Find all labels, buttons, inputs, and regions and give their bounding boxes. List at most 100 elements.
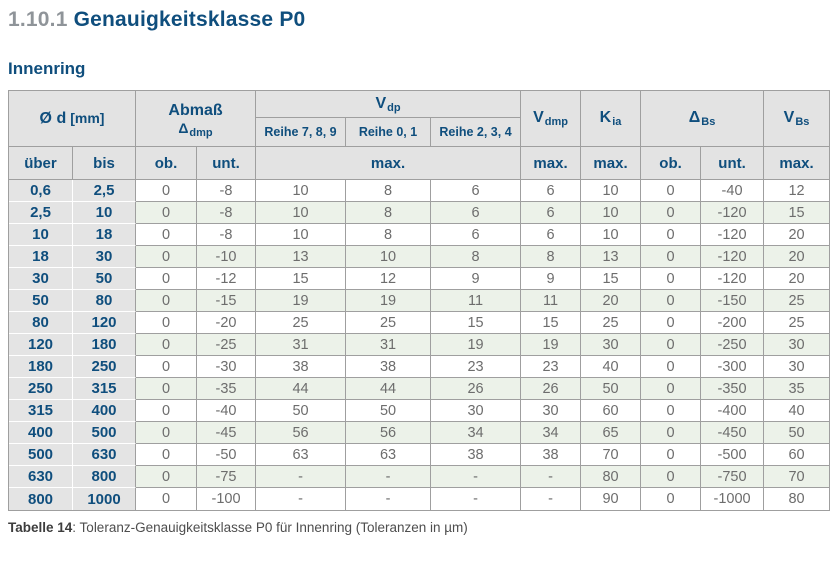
value-cell: 23 (431, 356, 522, 378)
range-cell: 80 (9, 312, 73, 334)
value-cell: 0 (641, 334, 702, 356)
value-cell: - (256, 488, 347, 510)
value-cell: 15 (764, 202, 830, 224)
table-body: 0,6 2,5 0 -8 10 8 6 6 10 0 -40 12 2,5 10 0 -8 10 8 6 6 10 0 -1… (9, 180, 830, 510)
value-cell: 0 (641, 202, 702, 224)
value-cell: -150 (701, 290, 765, 312)
range-cell: 400 (9, 422, 73, 444)
value-cell: - (256, 466, 347, 488)
value-cell: 8 (431, 246, 522, 268)
range-cell: 80 (73, 290, 136, 312)
value-cell: 50 (764, 422, 830, 444)
value-cell: -50 (197, 444, 257, 466)
value-cell: 0 (641, 268, 702, 290)
max-header-vdp: max. (256, 147, 522, 180)
value-cell: -120 (701, 246, 765, 268)
value-cell: 38 (431, 444, 522, 466)
value-cell: 60 (581, 400, 642, 422)
tolerance-table-innenring: Ø d [mm] Abmaß Δdmp Vdp Vdmp Kia ΔBs (8, 90, 831, 511)
range-cell: 30 (9, 268, 73, 290)
value-cell: 30 (521, 400, 582, 422)
table-row: 2,5 10 0 -8 10 8 6 6 10 0 -120 15 (9, 202, 830, 224)
col-group-dbs: ΔBs (641, 91, 765, 147)
value-cell: 70 (764, 466, 830, 488)
value-cell: 19 (346, 290, 432, 312)
value-cell: -450 (701, 422, 765, 444)
col-group-vdp: Vdp (256, 91, 522, 118)
value-cell: 12 (346, 268, 432, 290)
value-cell: 35 (764, 378, 830, 400)
bis-header: bis (73, 147, 136, 180)
value-cell: 15 (581, 268, 642, 290)
value-cell: 60 (764, 444, 830, 466)
value-cell: 13 (581, 246, 642, 268)
value-cell: -40 (701, 180, 765, 202)
unt-header-dbs: unt. (701, 147, 765, 180)
range-cell: 30 (73, 246, 136, 268)
value-cell: -40 (197, 400, 257, 422)
value-cell: - (346, 488, 432, 510)
value-cell: 15 (431, 312, 522, 334)
value-cell: -30 (197, 356, 257, 378)
col-group-vdmp: Vdmp (521, 91, 582, 147)
value-cell: 6 (431, 202, 522, 224)
value-cell: 10 (581, 224, 642, 246)
value-cell: 6 (521, 202, 582, 224)
value-cell: 19 (521, 334, 582, 356)
value-cell: 10 (346, 246, 432, 268)
value-cell: 25 (581, 312, 642, 334)
value-cell: -8 (197, 202, 257, 224)
table-caption: Tabelle 14: Toleranz-Genauigkeitsklasse … (8, 520, 828, 535)
range-cell: 0,6 (9, 180, 73, 202)
value-cell: 25 (346, 312, 432, 334)
value-cell: 20 (764, 268, 830, 290)
value-cell: -12 (197, 268, 257, 290)
range-cell: 120 (73, 312, 136, 334)
value-cell: 0 (641, 246, 702, 268)
value-cell: 44 (256, 378, 347, 400)
value-cell: 30 (764, 356, 830, 378)
value-cell: 20 (764, 224, 830, 246)
table-row: 400 500 0 -45 56 56 34 34 65 0 -450 50 (9, 422, 830, 444)
value-cell: 80 (581, 466, 642, 488)
header-row-sub: über bis ob. unt. max. max. max. ob. unt… (9, 147, 830, 180)
range-cell: 180 (9, 356, 73, 378)
value-cell: 0 (136, 180, 197, 202)
value-cell: 8 (521, 246, 582, 268)
range-cell: 500 (73, 422, 136, 444)
value-cell: 26 (431, 378, 522, 400)
value-cell: 23 (521, 356, 582, 378)
value-cell: 0 (136, 290, 197, 312)
range-cell: 120 (9, 334, 73, 356)
value-cell: -100 (197, 488, 257, 510)
value-cell: 10 (581, 202, 642, 224)
value-cell: 0 (641, 378, 702, 400)
value-cell: 8 (346, 224, 432, 246)
value-cell: -250 (701, 334, 765, 356)
range-cell: 1000 (73, 488, 136, 510)
range-cell: 18 (9, 246, 73, 268)
max-header-vdmp: max. (521, 147, 582, 180)
value-cell: 0 (136, 444, 197, 466)
range-cell: 50 (9, 290, 73, 312)
value-cell: 56 (256, 422, 347, 444)
reihe-789-header: Reihe 7, 8, 9 (256, 118, 347, 147)
value-cell: 63 (346, 444, 432, 466)
range-cell: 315 (73, 378, 136, 400)
value-cell: 34 (521, 422, 582, 444)
value-cell: 11 (431, 290, 522, 312)
value-cell: 25 (256, 312, 347, 334)
ob-header-dbs: ob. (641, 147, 702, 180)
value-cell: 8 (346, 202, 432, 224)
value-cell: 20 (581, 290, 642, 312)
value-cell: 11 (521, 290, 582, 312)
value-cell: 0 (641, 422, 702, 444)
value-cell: 0 (641, 180, 702, 202)
value-cell: -120 (701, 202, 765, 224)
value-cell: 10 (256, 224, 347, 246)
value-cell: 30 (764, 334, 830, 356)
table-row: 180 250 0 -30 38 38 23 23 40 0 -300 30 (9, 356, 830, 378)
value-cell: 0 (136, 356, 197, 378)
value-cell: 25 (764, 312, 830, 334)
section-number: 1.10.1 (8, 8, 68, 31)
